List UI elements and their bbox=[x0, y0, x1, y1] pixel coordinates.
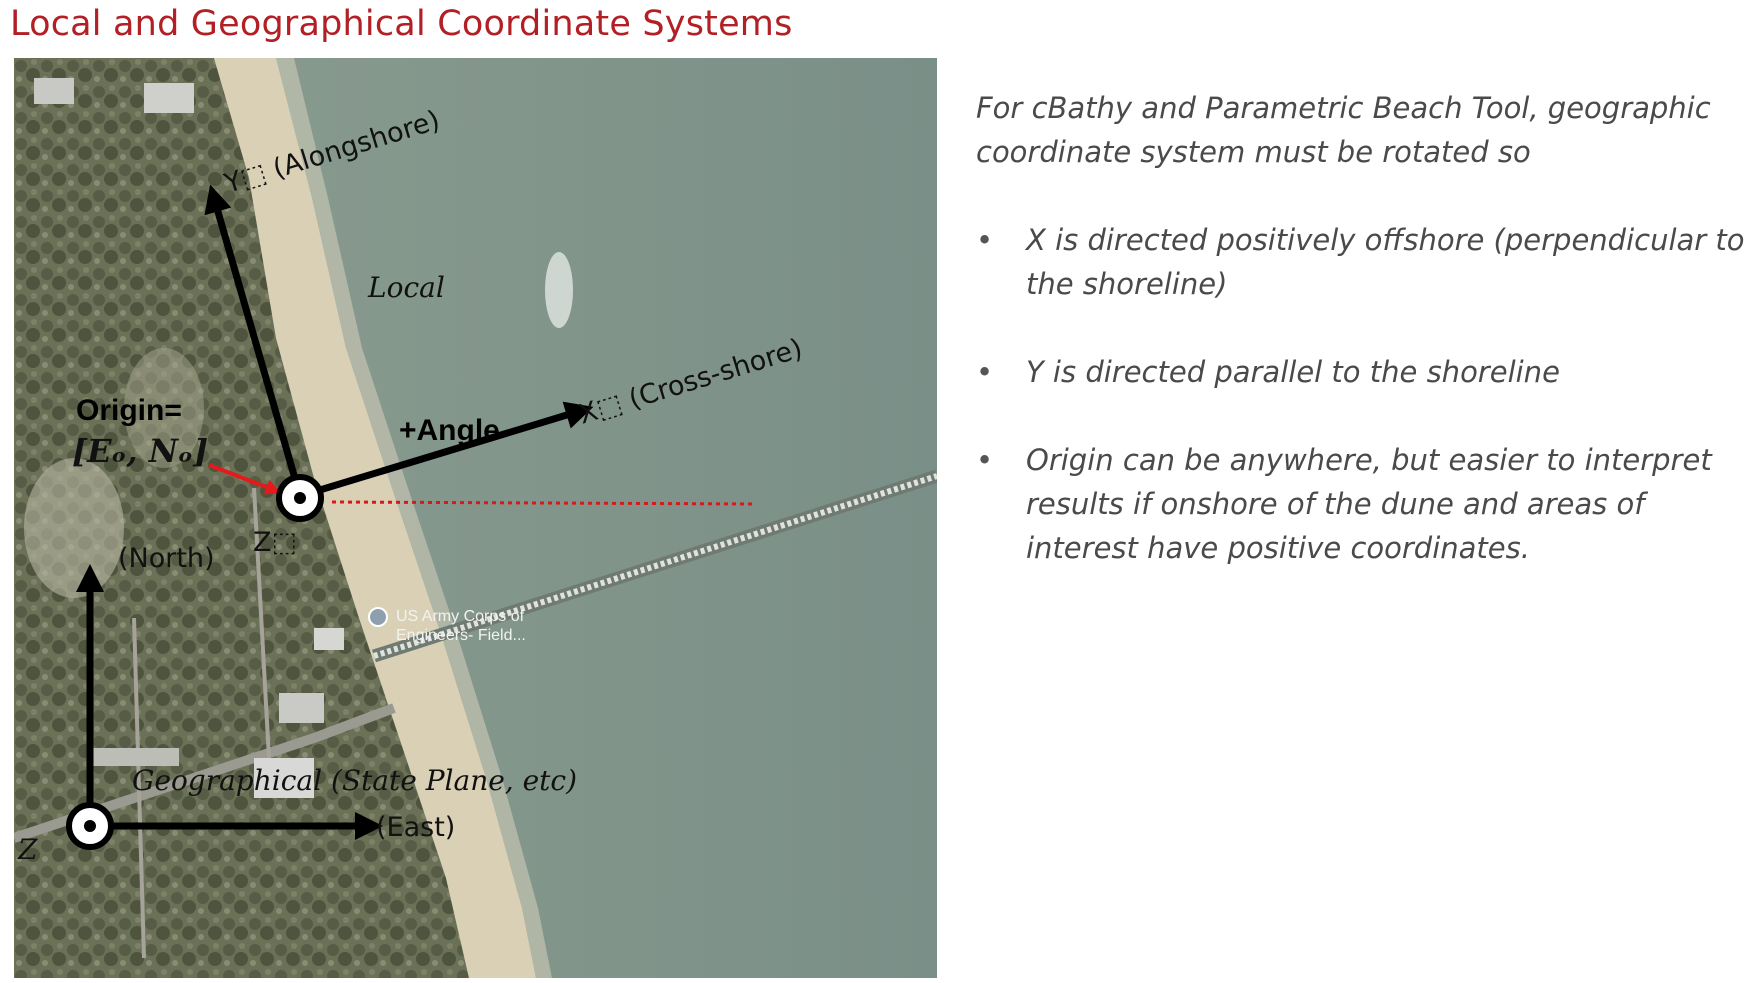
local-origin-dot bbox=[294, 492, 306, 504]
surf-zone bbox=[276, 58, 552, 978]
origin-coordinates-label: [Eₒ, Nₒ] bbox=[72, 432, 208, 470]
local-x-axis-arrow bbox=[298, 401, 594, 500]
local-y-axis-arrow bbox=[204, 184, 304, 497]
aerial-map-panel: US Army Corps of Engineers- Field... Y⬚ … bbox=[14, 58, 937, 978]
bullet-x-direction: X is directed positively offshore (perpe… bbox=[976, 218, 1756, 306]
bullet-y-direction: Y is directed parallel to the shoreline bbox=[976, 350, 1756, 394]
page-title: Local and Geographical Coordinate System… bbox=[10, 4, 793, 44]
sand-patch bbox=[24, 458, 124, 598]
coordinate-diagram: US Army Corps of Engineers- Field... Y⬚ … bbox=[14, 58, 937, 978]
bullet-origin: Origin can be anywhere, but easier to in… bbox=[976, 438, 1756, 570]
map-place-label-line1: US Army Corps of bbox=[396, 608, 525, 625]
origin-label: Origin= bbox=[76, 394, 182, 427]
geographical-system-label: Geographical (State Plane, etc) bbox=[132, 764, 577, 797]
local-system-label: Local bbox=[367, 271, 445, 304]
east-label: (East) bbox=[376, 812, 455, 843]
pier-deck bbox=[373, 473, 937, 659]
breaking-wave bbox=[545, 252, 573, 328]
map-pin-icon bbox=[368, 607, 388, 627]
description-intro: For cBathy and Parametric Beach Tool, ge… bbox=[976, 91, 1711, 169]
building bbox=[279, 693, 324, 723]
sand-patch bbox=[124, 348, 204, 468]
geographical-origin-dot bbox=[84, 820, 96, 832]
building bbox=[144, 83, 194, 113]
building bbox=[89, 748, 179, 766]
beach-sand bbox=[214, 58, 536, 978]
building bbox=[314, 628, 344, 650]
map-place-label-line2: Engineers- Field... bbox=[396, 627, 526, 644]
building bbox=[254, 758, 314, 798]
local-z-label: Z⬚ bbox=[253, 527, 297, 558]
angle-label: +Angle bbox=[399, 414, 500, 447]
geographical-z-label: Z bbox=[17, 833, 38, 866]
building bbox=[34, 78, 74, 104]
road bbox=[132, 617, 146, 959]
north-label: (North) bbox=[118, 543, 215, 574]
description-panel: For cBathy and Parametric Beach Tool, ge… bbox=[976, 86, 1756, 614]
road bbox=[252, 487, 271, 759]
origin-pointer-arrow bbox=[208, 463, 282, 495]
angle-reference-line bbox=[331, 500, 755, 506]
description-bullet-list: X is directed positively offshore (perpe… bbox=[976, 218, 1756, 570]
